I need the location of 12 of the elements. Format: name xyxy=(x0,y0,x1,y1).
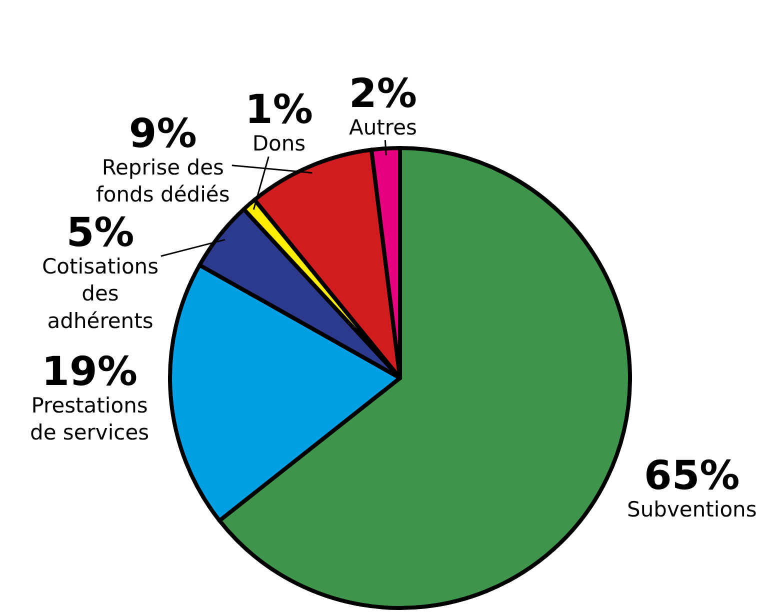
data-label: 19% xyxy=(42,349,138,395)
data-label: 9% xyxy=(128,111,197,157)
data-label: 2% xyxy=(349,71,417,117)
slice-label: Dons xyxy=(252,131,306,156)
data-label: 65% xyxy=(644,453,740,499)
data-label: 5% xyxy=(66,210,134,256)
slice-label: Prestations de services xyxy=(30,393,150,445)
data-label: 1% xyxy=(245,87,313,133)
slice-label: Reprise des fonds dédiés xyxy=(96,155,230,207)
slice-label: Cotisations des adhérents xyxy=(42,254,159,333)
slice-label: Subventions xyxy=(627,497,757,522)
slice-label: Autres xyxy=(349,115,417,140)
